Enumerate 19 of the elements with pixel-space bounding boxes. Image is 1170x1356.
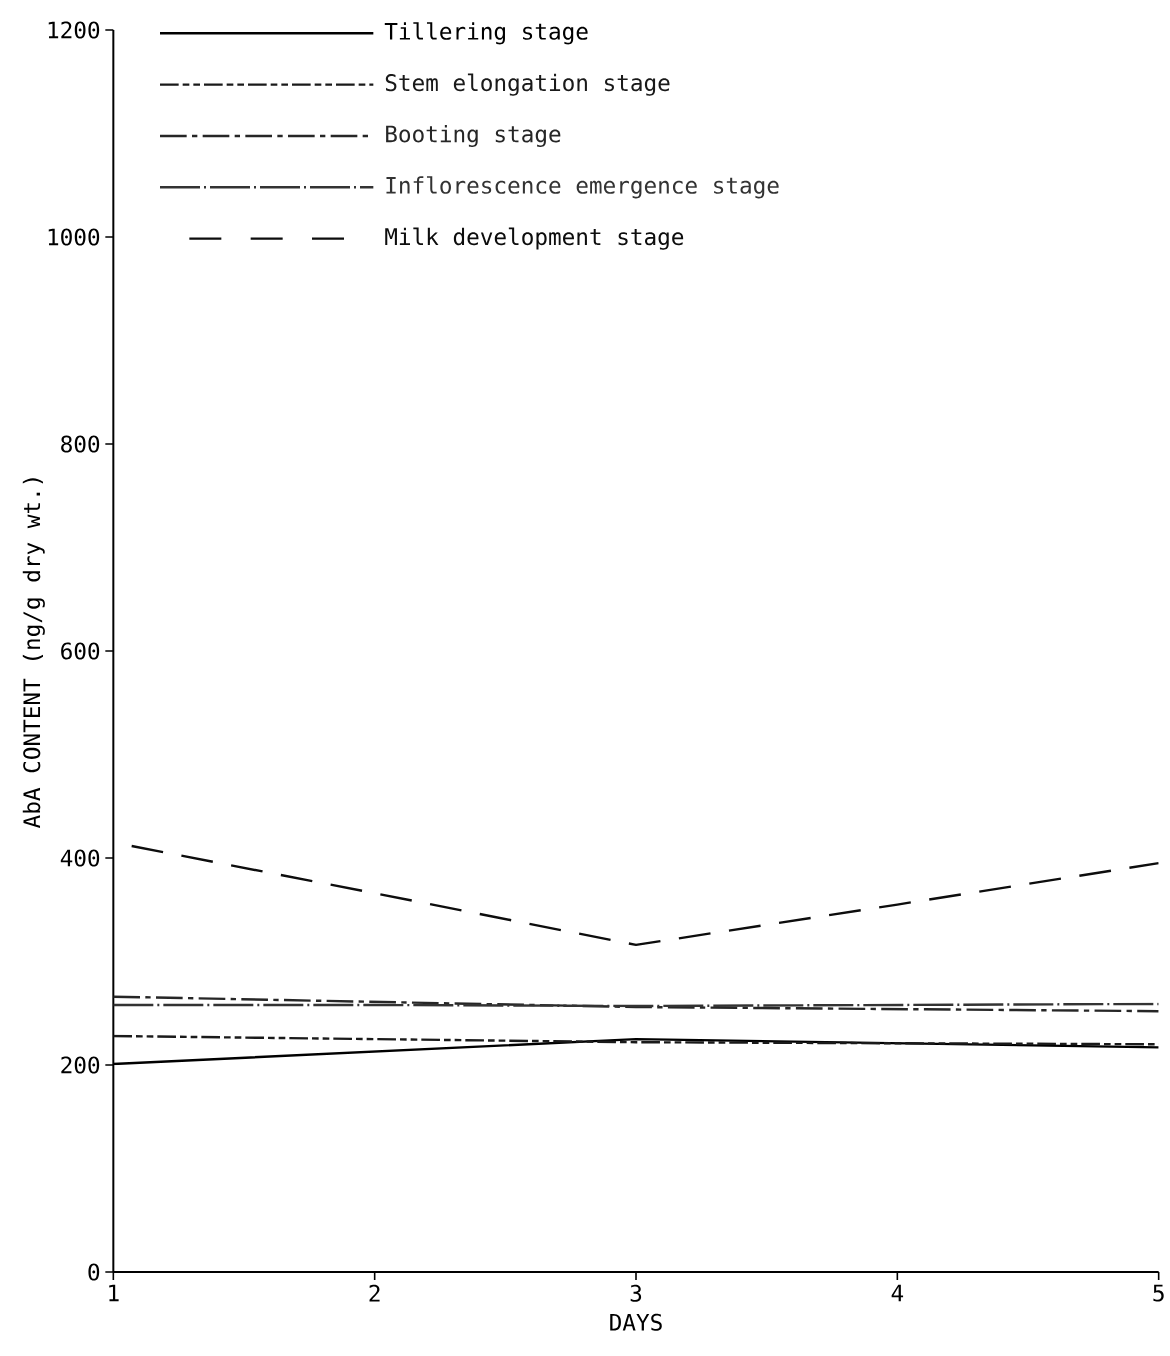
x-tick-label: 1 — [109, 1284, 119, 1302]
y-tick-label: 1000 — [48, 228, 100, 246]
y-tick-label: 1200 — [48, 21, 100, 39]
y-tick-label: 400 — [60, 849, 100, 867]
text: Inflorescence emergence stage — [386, 176, 779, 199]
text: Tillering stage — [384, 22, 588, 45]
y-tick-label: 200 — [61, 1056, 100, 1074]
y-axis-title: AbA CONTENT (ng/g dry wt.) — [22, 478, 45, 828]
y-tick-label: 800 — [61, 435, 100, 453]
text: Stem elongation stage — [385, 73, 670, 96]
x-axis-title: DAYS — [610, 1313, 662, 1331]
x-tick-label: 2 — [369, 1284, 380, 1302]
x-tick-label: 5 — [1153, 1284, 1164, 1302]
x-tick-label: 3 — [630, 1284, 642, 1302]
text: Milk development stage — [385, 227, 684, 250]
y-tick-label: 0 — [88, 1263, 100, 1281]
x-tick-label: 4 — [891, 1284, 904, 1302]
text: Booting stage — [386, 124, 561, 148]
y-tick-label: 600 — [61, 642, 100, 660]
